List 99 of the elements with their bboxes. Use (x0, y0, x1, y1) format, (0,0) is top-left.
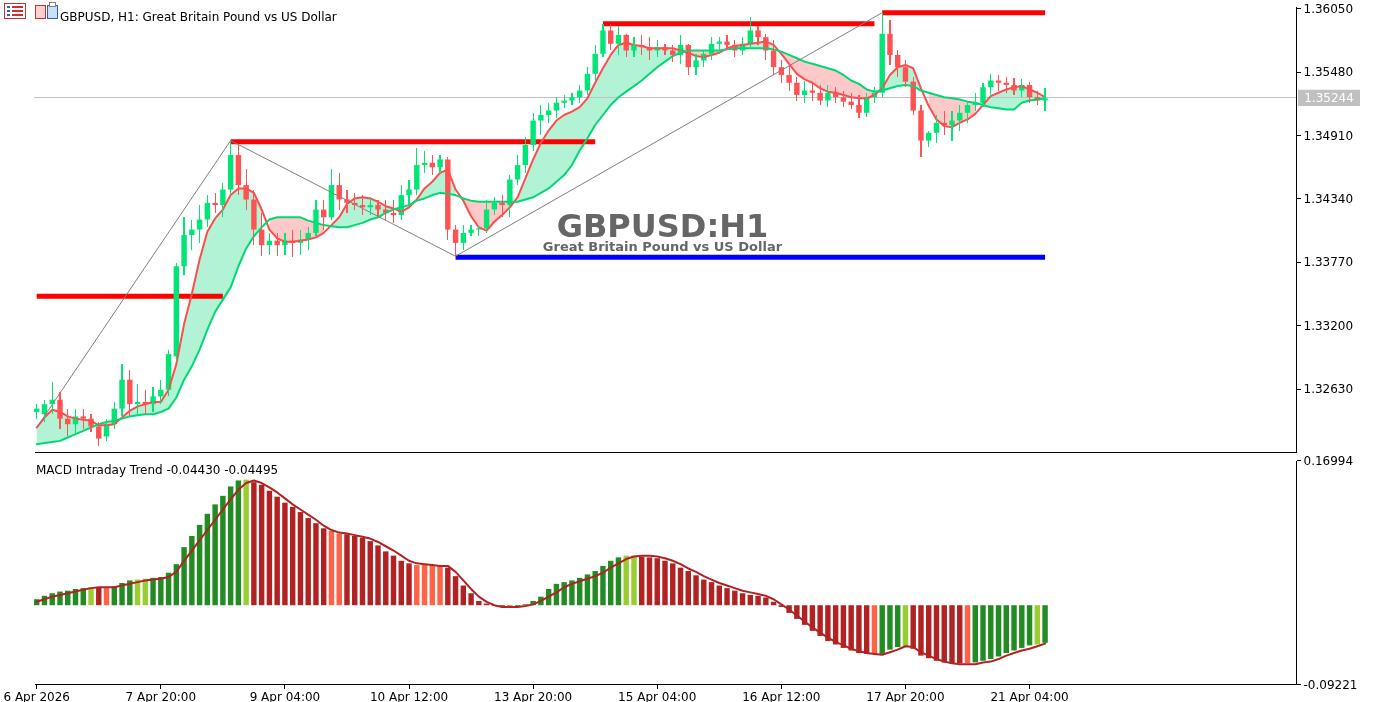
line-series (35, 479, 1047, 666)
bar (910, 605, 916, 649)
bar (1011, 605, 1017, 651)
bar (320, 528, 327, 606)
bar (251, 482, 257, 606)
bar (398, 560, 404, 606)
y-tick-label: -0.09221 (1303, 677, 1358, 692)
bar (662, 560, 668, 606)
bar (708, 582, 715, 606)
bar (724, 588, 730, 606)
bar (375, 545, 381, 606)
bar (445, 567, 451, 606)
bar (887, 605, 893, 650)
bar (1019, 605, 1025, 648)
y-tick-label: 1.33770 (1303, 255, 1354, 270)
bar (344, 534, 350, 606)
bar (918, 605, 924, 656)
bar (755, 595, 761, 606)
bar (693, 575, 699, 606)
bar (328, 530, 335, 606)
bar (879, 605, 885, 654)
bar (220, 495, 226, 606)
y-tick-label: 1.36050 (1303, 1, 1354, 16)
bar (902, 605, 909, 647)
bar (639, 556, 645, 606)
bar (359, 537, 366, 606)
bar (677, 567, 684, 606)
bar (871, 605, 878, 654)
bar (600, 565, 606, 606)
bar (390, 555, 397, 606)
bar (646, 557, 653, 606)
bar (685, 571, 691, 606)
bar (367, 541, 373, 606)
bar (313, 523, 319, 606)
bar (266, 490, 273, 606)
bar (1042, 605, 1048, 643)
bar (569, 580, 575, 606)
bar (894, 605, 901, 648)
bar (150, 577, 156, 606)
bar (274, 496, 280, 606)
bar (127, 580, 133, 606)
bar (212, 504, 218, 606)
y-tick-label: 0.16994 (1303, 453, 1354, 468)
bar (452, 576, 459, 606)
bar (1034, 605, 1041, 645)
bar (1003, 605, 1010, 654)
bar (825, 605, 831, 642)
y-tick-label: 1.34910 (1303, 128, 1354, 143)
bar (305, 518, 311, 606)
bar (181, 547, 187, 606)
bar (235, 480, 242, 606)
bar (437, 565, 443, 606)
candlestick (127, 369, 133, 418)
y-tick-label: 1.35480 (1303, 65, 1354, 80)
bar (732, 590, 738, 606)
ref-line-label: 1.35244 (1304, 90, 1354, 105)
bar (297, 512, 304, 606)
bar (988, 605, 994, 660)
bar (701, 579, 707, 606)
bar (763, 597, 769, 606)
bar (739, 593, 746, 606)
bar (670, 563, 676, 606)
bar (189, 536, 195, 606)
bar (476, 600, 482, 606)
bar (794, 605, 800, 619)
bar (561, 582, 567, 606)
bar (158, 577, 164, 606)
bar (383, 551, 389, 606)
bar (1026, 605, 1033, 646)
bar (243, 479, 249, 606)
bar (258, 484, 265, 606)
bar (352, 536, 358, 606)
bar (817, 605, 823, 636)
bar (468, 593, 474, 606)
bar (336, 533, 342, 606)
bar (964, 605, 971, 664)
bar (406, 563, 412, 606)
y-tick-label: 1.34340 (1303, 191, 1354, 206)
bar (414, 565, 420, 606)
bar (848, 605, 854, 651)
bar (654, 558, 660, 606)
candlestick (414, 147, 420, 196)
bar (119, 582, 125, 606)
line-series (36, 12, 883, 429)
bar (995, 605, 1002, 657)
candlestick (592, 44, 598, 82)
y-tick-label: 1.33200 (1303, 318, 1354, 333)
bar (289, 506, 296, 606)
bar (421, 565, 428, 606)
bar (227, 486, 234, 606)
bar (856, 605, 862, 654)
bar (282, 502, 288, 606)
bar (631, 555, 637, 606)
chart-title: GBPUSD, H1: Great Britain Pound vs US Dollar (60, 10, 337, 24)
y-tick-label: 1.32630 (1303, 382, 1354, 397)
bar (592, 571, 598, 606)
bar (980, 605, 986, 661)
chart-title: MACD Intraday Trend -0.04430 -0.04495 (36, 463, 279, 477)
bar (972, 605, 978, 663)
